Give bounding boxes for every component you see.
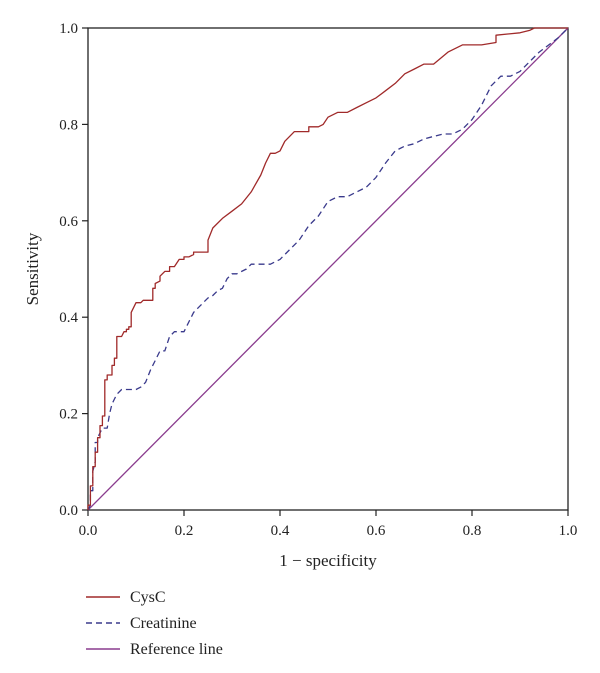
legend-label-reference-line: Reference line — [130, 641, 223, 658]
x-tick-label: 1.0 — [559, 523, 578, 539]
y-axis-ticks: 0.0 0.2 0.4 0.6 0.8 1.0 — [59, 21, 88, 519]
y-tick-label: 0.6 — [59, 214, 78, 230]
series-line-creatinine — [87, 27, 569, 511]
x-tick-label: 0.4 — [271, 523, 290, 539]
y-tick-label: 1.0 — [59, 21, 78, 37]
legend: CysC Creatinine Reference line — [86, 589, 223, 658]
y-tick-label: 0.0 — [59, 503, 78, 519]
series-line-reference-line — [87, 27, 569, 511]
y-tick-label: 0.2 — [59, 407, 78, 423]
x-axis-ticks: 0.0 0.2 0.4 0.6 0.8 1.0 — [79, 510, 578, 539]
x-axis-label: 1 − specificity — [279, 551, 377, 570]
legend-label-cysc: CysC — [130, 589, 166, 606]
series-layer — [87, 27, 569, 511]
x-tick-label: 0.2 — [175, 523, 194, 539]
series-line-cysc — [87, 27, 568, 510]
legend-label-creatinine: Creatinine — [130, 615, 197, 632]
y-tick-label: 0.4 — [59, 310, 78, 326]
y-tick-label: 0.8 — [59, 117, 78, 133]
x-tick-label: 0.8 — [463, 523, 482, 539]
x-tick-label: 0.6 — [367, 523, 386, 539]
plot-frame — [87, 27, 569, 511]
y-axis-label: Sensitivity — [23, 232, 42, 305]
x-tick-label: 0.0 — [79, 523, 98, 539]
